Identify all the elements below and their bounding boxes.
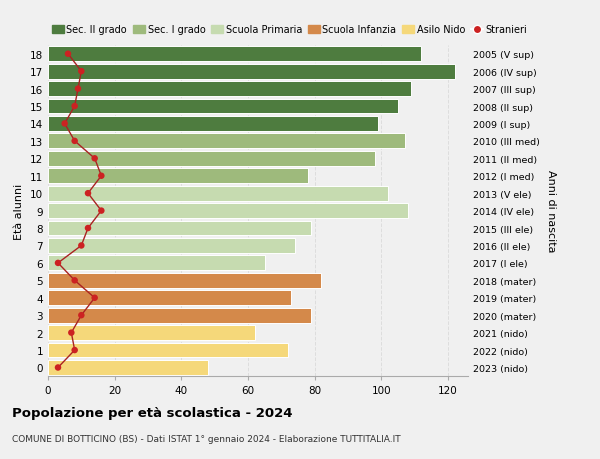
Bar bbox=[48, 273, 322, 288]
Bar bbox=[48, 360, 208, 375]
Bar bbox=[48, 117, 378, 132]
Point bbox=[97, 207, 106, 215]
Legend: Sec. II grado, Sec. I grado, Scuola Primaria, Scuola Infanzia, Asilo Nido, Stran: Sec. II grado, Sec. I grado, Scuola Prim… bbox=[48, 22, 532, 39]
Bar bbox=[48, 65, 455, 79]
Bar bbox=[48, 82, 412, 97]
Point bbox=[53, 260, 63, 267]
Point bbox=[73, 86, 83, 93]
Text: COMUNE DI BOTTICINO (BS) - Dati ISTAT 1° gennaio 2024 - Elaborazione TUTTITALIA.: COMUNE DI BOTTICINO (BS) - Dati ISTAT 1°… bbox=[12, 434, 401, 443]
Bar bbox=[48, 151, 374, 166]
Point bbox=[77, 312, 86, 319]
Bar bbox=[48, 325, 254, 340]
Point bbox=[70, 103, 79, 111]
Point bbox=[90, 155, 100, 162]
Point bbox=[60, 121, 70, 128]
Point bbox=[67, 329, 76, 336]
Point bbox=[63, 51, 73, 58]
Bar bbox=[48, 256, 265, 271]
Bar bbox=[48, 169, 308, 184]
Y-axis label: Anni di nascita: Anni di nascita bbox=[547, 170, 556, 252]
Bar bbox=[48, 239, 295, 253]
Point bbox=[90, 294, 100, 302]
Point bbox=[77, 68, 86, 76]
Point bbox=[83, 190, 93, 197]
Bar bbox=[48, 308, 311, 323]
Bar bbox=[48, 204, 408, 218]
Point bbox=[53, 364, 63, 371]
Point bbox=[77, 242, 86, 250]
Bar bbox=[48, 291, 292, 306]
Text: Popolazione per età scolastica - 2024: Popolazione per età scolastica - 2024 bbox=[12, 406, 293, 419]
Point bbox=[70, 138, 79, 145]
Bar bbox=[48, 134, 404, 149]
Bar bbox=[48, 343, 288, 358]
Bar bbox=[48, 221, 311, 236]
Point bbox=[97, 173, 106, 180]
Bar bbox=[48, 100, 398, 114]
Y-axis label: Età alunni: Età alunni bbox=[14, 183, 25, 239]
Point bbox=[83, 225, 93, 232]
Point bbox=[70, 277, 79, 285]
Bar bbox=[48, 186, 388, 201]
Bar bbox=[48, 47, 421, 62]
Point bbox=[70, 347, 79, 354]
